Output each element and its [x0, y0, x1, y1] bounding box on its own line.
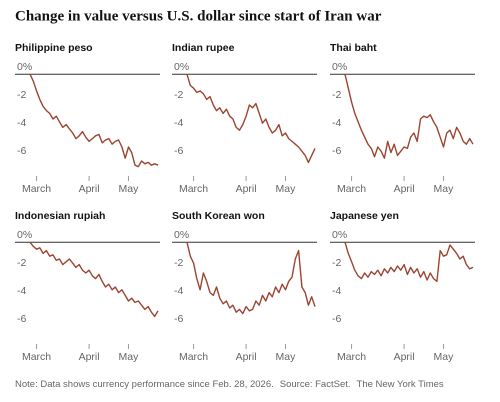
line — [29, 73, 159, 168]
x-tick-label: May — [434, 351, 455, 363]
x-tick-label: March — [22, 183, 51, 195]
x-tick-label: May — [276, 351, 297, 363]
y-tick-label: -2 — [174, 89, 183, 101]
y-tick-label: -4 — [17, 117, 26, 129]
y-tick-label: -4 — [17, 285, 26, 297]
y-tick-label: -2 — [17, 89, 26, 101]
x-tick-label: April — [79, 183, 100, 195]
y-tick-label: -4 — [174, 285, 183, 297]
x-tick-label: April — [236, 183, 257, 195]
note: Note: Data shows currency performance si… — [15, 379, 274, 390]
x-tick-label: March — [179, 351, 208, 363]
line — [186, 74, 316, 164]
panel-title: Thai baht — [330, 42, 377, 54]
y-tick-label: -4 — [332, 285, 341, 297]
x-tick-label: May — [276, 183, 297, 195]
footnote: Note: Data shows currency performance si… — [15, 379, 444, 390]
y-tick-label: -2 — [332, 89, 341, 101]
x-tick-label: May — [119, 351, 140, 363]
page-title: Change in value versus U.S. dollar since… — [15, 8, 382, 24]
y-tick-label: -2 — [17, 257, 26, 269]
x-tick-label: March — [179, 183, 208, 195]
x-tick-label: April — [236, 351, 257, 363]
line — [29, 241, 159, 318]
y-tick-label: 0% — [332, 61, 347, 73]
y-tick-label: 0% — [17, 61, 32, 73]
line — [344, 74, 474, 159]
x-tick-label: April — [394, 183, 415, 195]
x-tick-label: April — [394, 351, 415, 363]
y-tick-label: 0% — [174, 61, 189, 73]
credit: The New York Times — [357, 379, 444, 390]
y-tick-label: -2 — [332, 257, 341, 269]
line — [344, 242, 474, 283]
panel-title: Indian rupee — [172, 42, 235, 54]
y-tick-label: -6 — [174, 145, 183, 157]
x-tick-label: March — [337, 183, 366, 195]
source: Source: FactSet. — [280, 379, 351, 390]
y-tick-label: -4 — [174, 117, 183, 129]
x-tick-label: May — [119, 183, 140, 195]
y-tick-label: -6 — [17, 313, 26, 325]
panel-title: Philippine peso — [15, 42, 93, 54]
y-tick-label: 0% — [17, 229, 32, 241]
y-tick-label: 0% — [174, 229, 189, 241]
panel-title: South Korean won — [172, 210, 265, 222]
y-tick-label: -6 — [174, 313, 183, 325]
x-tick-label: May — [434, 183, 455, 195]
panel-title: Japanese yen — [330, 210, 399, 222]
y-tick-label: -2 — [174, 257, 183, 269]
y-tick-label: 0% — [332, 229, 347, 241]
line — [186, 242, 316, 315]
y-tick-label: -6 — [332, 313, 341, 325]
y-tick-label: -6 — [17, 145, 26, 157]
panel-title: Indonesian rupiah — [15, 210, 105, 222]
y-tick-label: -6 — [332, 145, 341, 157]
x-tick-label: April — [79, 351, 100, 363]
x-tick-label: March — [337, 351, 366, 363]
y-tick-label: -4 — [332, 117, 341, 129]
x-tick-label: March — [22, 351, 51, 363]
